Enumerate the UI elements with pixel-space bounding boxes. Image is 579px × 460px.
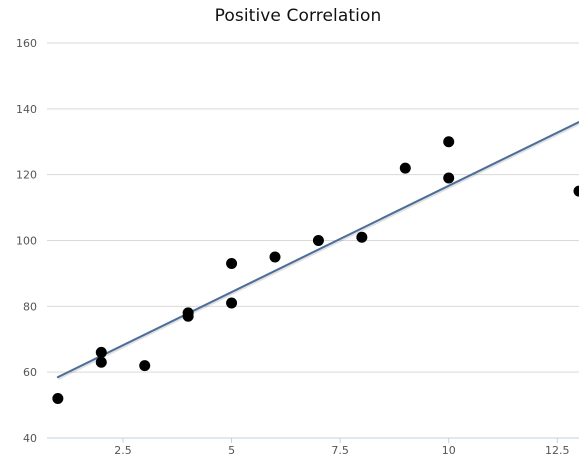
y-tick-label-80: 80 xyxy=(23,300,37,313)
chart-title: Positive Correlation xyxy=(214,6,382,26)
data-point xyxy=(312,235,324,246)
data-point xyxy=(443,172,455,184)
data-point xyxy=(226,258,238,270)
x-tick-label-10: 10 xyxy=(442,444,456,457)
axes xyxy=(47,437,579,443)
x-tick-label-12.5: 12.5 xyxy=(545,444,570,457)
data-point xyxy=(443,136,455,148)
grid-lines xyxy=(47,42,579,373)
x-tick-label-5: 5 xyxy=(228,444,235,457)
data-points xyxy=(52,136,579,404)
y-tick-label-140: 140 xyxy=(16,103,37,116)
x-tick-label-2.5: 2.5 xyxy=(114,444,132,457)
data-point xyxy=(226,297,238,309)
trend-line-shadow xyxy=(57,122,579,380)
trend-line xyxy=(56,121,579,379)
x-tick-label-7.5: 7.5 xyxy=(331,444,349,457)
data-point xyxy=(182,307,194,319)
data-point xyxy=(139,360,151,372)
trend-line-group xyxy=(56,121,579,380)
data-point xyxy=(573,185,579,197)
y-tick-label-60: 60 xyxy=(23,366,37,379)
data-point xyxy=(269,251,281,263)
data-point xyxy=(52,393,64,404)
y-tick-label-100: 100 xyxy=(16,235,37,248)
x-tick-labels: 2.5 5 7.5 10 12.5 xyxy=(114,444,569,457)
data-point xyxy=(399,162,411,174)
data-point xyxy=(95,356,107,368)
y-tick-labels: 40 60 80 100 120 140 160 xyxy=(16,37,37,445)
y-tick-label-40: 40 xyxy=(23,432,37,445)
y-tick-label-120: 120 xyxy=(16,169,37,182)
y-tick-label-160: 160 xyxy=(16,37,37,50)
data-point xyxy=(95,346,107,358)
data-point xyxy=(356,231,368,243)
